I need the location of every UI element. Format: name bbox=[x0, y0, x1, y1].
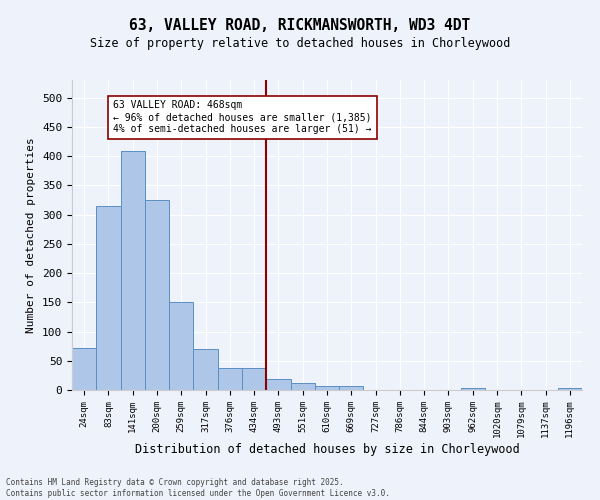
Bar bbox=[218, 368, 242, 390]
Bar bbox=[339, 386, 364, 390]
Bar bbox=[290, 383, 315, 390]
Bar bbox=[315, 386, 339, 390]
X-axis label: Distribution of detached houses by size in Chorleywood: Distribution of detached houses by size … bbox=[134, 443, 520, 456]
Bar bbox=[169, 302, 193, 390]
Text: Contains HM Land Registry data © Crown copyright and database right 2025.
Contai: Contains HM Land Registry data © Crown c… bbox=[6, 478, 390, 498]
Text: 63, VALLEY ROAD, RICKMANSWORTH, WD3 4DT: 63, VALLEY ROAD, RICKMANSWORTH, WD3 4DT bbox=[130, 18, 470, 32]
Bar bbox=[242, 368, 266, 390]
Bar bbox=[96, 206, 121, 390]
Text: Size of property relative to detached houses in Chorleywood: Size of property relative to detached ho… bbox=[90, 38, 510, 51]
Bar bbox=[266, 379, 290, 390]
Y-axis label: Number of detached properties: Number of detached properties bbox=[26, 137, 37, 333]
Bar bbox=[193, 349, 218, 390]
Bar bbox=[121, 152, 145, 390]
Bar bbox=[461, 388, 485, 390]
Bar bbox=[145, 200, 169, 390]
Bar bbox=[72, 348, 96, 390]
Text: 63 VALLEY ROAD: 468sqm
← 96% of detached houses are smaller (1,385)
4% of semi-d: 63 VALLEY ROAD: 468sqm ← 96% of detached… bbox=[113, 100, 372, 134]
Bar bbox=[558, 388, 582, 390]
